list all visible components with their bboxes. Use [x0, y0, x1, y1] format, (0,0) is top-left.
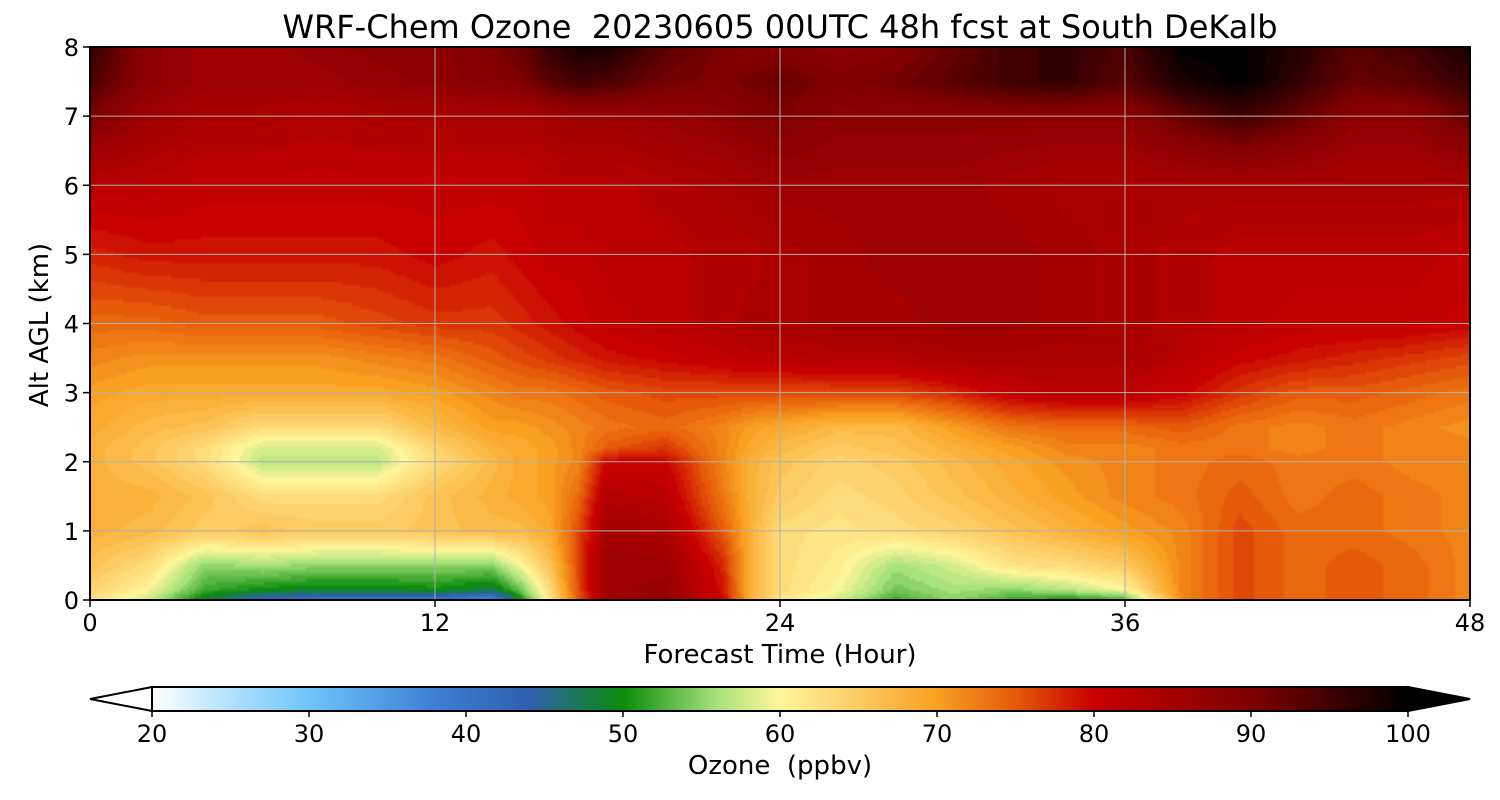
y-tick-label: 1: [64, 518, 79, 546]
colorbar-tick-label: 70: [922, 720, 953, 748]
y-tick-label: 8: [64, 34, 79, 62]
colorbar-tick-label: 50: [608, 720, 639, 748]
x-tick-label: 36: [1110, 609, 1141, 637]
colorbar: 20 30 40 50 60 70 80 90 100: [89, 685, 1471, 748]
y-axis: 0 1 2 3 4 5 6 7 8: [64, 34, 90, 615]
colorbar-gradient: [151, 686, 1409, 712]
y-tick-label: 5: [64, 241, 79, 269]
colorbar-max-extension: [1407, 685, 1471, 713]
colorbar-tick-label: 100: [1385, 720, 1431, 748]
x-tick-label: 24: [765, 609, 796, 637]
x-tick-label: 48: [1455, 609, 1486, 637]
y-tick-label: 2: [64, 449, 79, 477]
y-tick-label: 3: [64, 380, 79, 408]
x-axis: 0 12 24 36 48: [82, 600, 1485, 637]
colorbar-tick-label: 90: [1236, 720, 1267, 748]
x-tick-label: 12: [420, 609, 451, 637]
colorbar-tick-label: 60: [765, 720, 796, 748]
colorbar-tick-label: 30: [294, 720, 325, 748]
y-tick-label: 4: [64, 311, 79, 339]
y-axis-label: Alt AGL (km): [25, 242, 55, 408]
colorbar-tick-label: 80: [1079, 720, 1110, 748]
colorbar-tick-label: 40: [451, 720, 482, 748]
colorbar-min-extension: [89, 685, 153, 713]
chart-title: WRF-Chem Ozone 20230605 00UTC 48h fcst a…: [282, 8, 1278, 46]
y-tick-label: 6: [64, 172, 79, 200]
colorbar-label: Ozone (ppbv): [687, 751, 873, 781]
y-tick-label: 7: [64, 103, 79, 131]
x-tick-label: 0: [82, 609, 97, 637]
y-tick-label: 0: [64, 587, 79, 615]
x-axis-label: Forecast Time (Hour): [643, 640, 917, 670]
colorbar-tick-label: 20: [137, 720, 168, 748]
